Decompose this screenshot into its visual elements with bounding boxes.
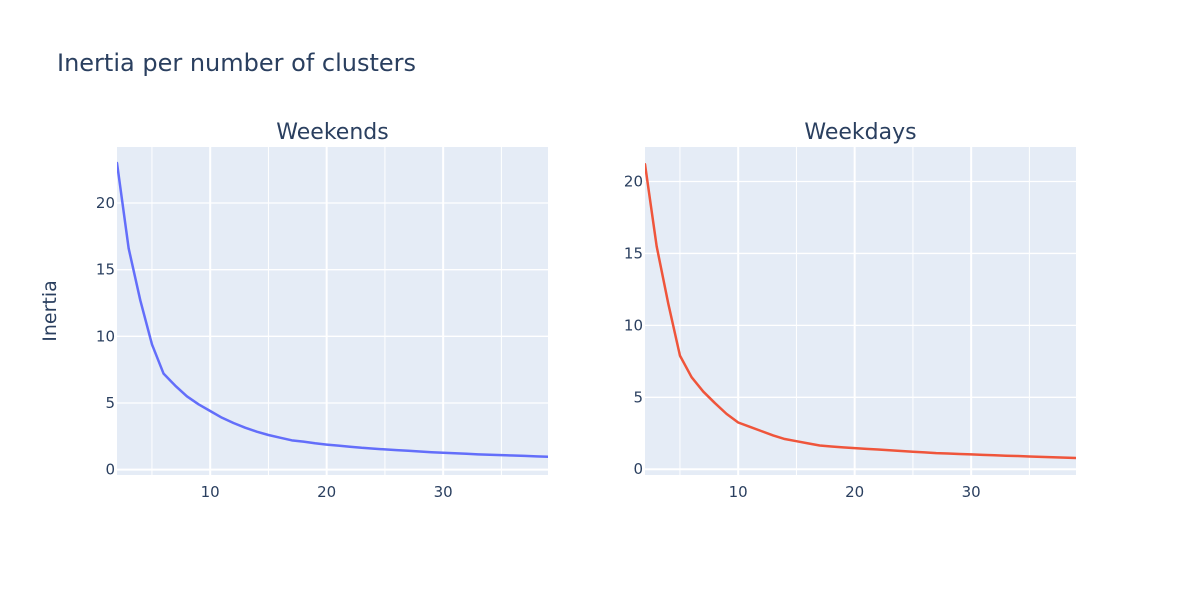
y-tick-label: 10 bbox=[96, 327, 115, 345]
series-line bbox=[645, 163, 1076, 460]
series-line bbox=[117, 161, 548, 458]
chart-title: Inertia per number of clusters bbox=[57, 49, 416, 77]
x-tick-label: 20 bbox=[317, 483, 336, 501]
subplot-weekdays: 10 20 30 0 5 10 15 20 Weekdays bbox=[624, 120, 1076, 501]
x-tick-label: 30 bbox=[434, 483, 453, 501]
y-tick-label: 0 bbox=[633, 460, 643, 478]
plot-background bbox=[117, 147, 548, 475]
y-tick-label: 15 bbox=[96, 261, 115, 279]
subplot-title: Weekdays bbox=[804, 120, 916, 145]
y-tick-label: 20 bbox=[624, 173, 643, 191]
y-tick-label: 5 bbox=[105, 394, 115, 412]
subplot-title: Weekends bbox=[276, 120, 388, 145]
y-tick-label: 15 bbox=[624, 244, 643, 262]
y-tick-label: 5 bbox=[633, 388, 643, 406]
y-tick-label: 0 bbox=[105, 461, 115, 479]
x-tick-label: 10 bbox=[729, 483, 748, 501]
y-tick-label: 10 bbox=[624, 316, 643, 334]
subplot-weekends: 10 20 30 0 5 10 15 20 Weekends bbox=[96, 120, 548, 501]
x-tick-label: 20 bbox=[845, 483, 864, 501]
plot-background bbox=[645, 147, 1076, 475]
x-tick-label: 10 bbox=[201, 483, 220, 501]
y-tick-label: 20 bbox=[96, 194, 115, 212]
y-axis-label: Inertia bbox=[39, 280, 61, 342]
x-tick-label: 30 bbox=[962, 483, 981, 501]
